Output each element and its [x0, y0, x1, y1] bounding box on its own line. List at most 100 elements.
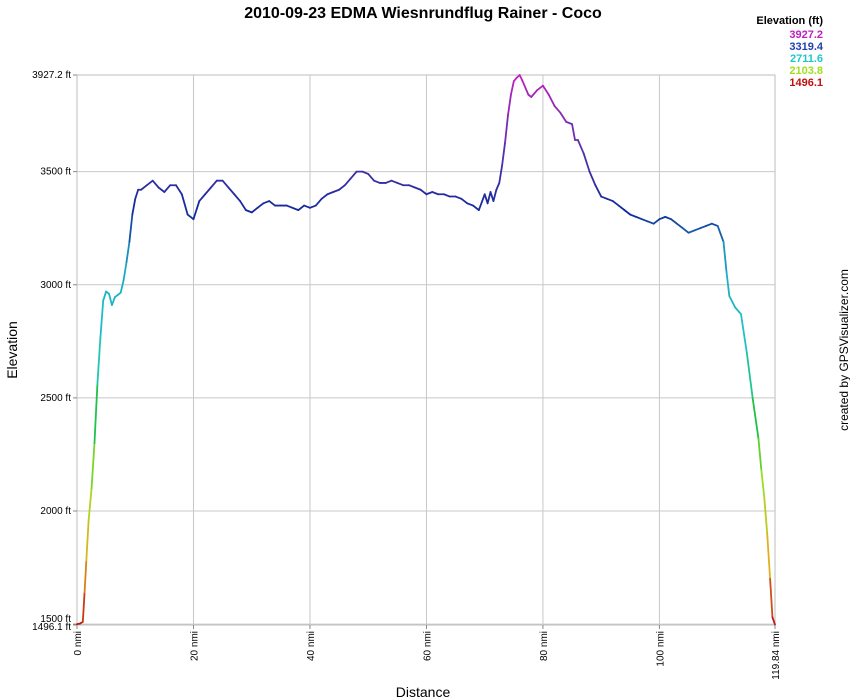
x-tick-label: 100 nmi — [655, 631, 666, 667]
elevation-segment — [326, 191, 335, 196]
legend-entry: 2711.6 — [790, 53, 823, 65]
grid-lines — [77, 75, 775, 625]
elevation-segment — [629, 213, 638, 218]
elevation-segment — [498, 163, 504, 184]
elevation-segment — [186, 213, 195, 221]
x-tick-label: 0 nmi — [73, 631, 84, 655]
elevation-segment — [90, 442, 96, 490]
elevation-segment — [495, 182, 501, 191]
elevation-segment — [769, 577, 774, 619]
elevation-segment — [559, 111, 568, 123]
elevation-segment — [623, 209, 632, 216]
legend-entry: 3319.4 — [789, 41, 824, 53]
elevation-segment — [99, 299, 105, 340]
y-tick-label: 3500 ft — [40, 167, 71, 178]
elevation-segment — [180, 193, 189, 216]
elevation-segment — [728, 295, 737, 309]
elevation-segment — [670, 218, 678, 225]
elevation-segment — [250, 206, 259, 214]
elevation-segment — [204, 186, 212, 196]
elevation-segment — [93, 383, 99, 445]
elevation-segment — [454, 195, 463, 200]
x-tick-label: 80 nmi — [539, 631, 550, 661]
elevation-segment — [547, 93, 556, 107]
elevation-segment — [510, 80, 515, 96]
elevation-segment — [83, 559, 88, 594]
elevation-segment — [140, 184, 148, 191]
elevation-segment — [757, 437, 763, 472]
elevation-segment — [373, 179, 381, 184]
elevation-segment — [734, 306, 742, 316]
elevation-segment — [268, 200, 276, 207]
elevation-segment — [81, 591, 86, 623]
elevation-segment — [658, 215, 667, 221]
y-axis-label: Elevation — [4, 321, 20, 379]
elevation-segment — [518, 74, 524, 83]
elevation-segment — [285, 204, 294, 209]
elevation-segment — [384, 179, 393, 184]
elevation-segment — [760, 469, 766, 499]
elevation-segment — [507, 93, 512, 116]
elevation-segment — [725, 270, 731, 297]
elevation-segment — [122, 261, 128, 282]
elevation-segment — [87, 487, 93, 521]
elevation-segment — [314, 197, 323, 207]
elevation-segment — [227, 186, 236, 196]
elevation-segment — [256, 202, 265, 209]
y-tick-label: 1496.1 ft — [32, 622, 71, 633]
elevation-segment — [477, 193, 486, 212]
elevation-line — [76, 74, 776, 626]
elevation-segment — [501, 141, 506, 166]
elevation-segment — [676, 222, 684, 230]
legend-title: Elevation (ft) — [756, 15, 823, 27]
elevation-segment — [163, 184, 172, 193]
elevation-segment — [419, 188, 428, 196]
elevation-segment — [635, 215, 643, 221]
elevation-segment — [693, 227, 702, 232]
elevation-segment — [553, 105, 562, 114]
legend-entry: 2103.8 — [789, 65, 823, 77]
credit-text: created by GPSVisualizer.com — [837, 269, 850, 431]
elevation-segment — [210, 179, 218, 189]
elevation-segment — [320, 193, 329, 200]
elevation-segment — [303, 204, 311, 209]
elevation-segment — [233, 193, 241, 202]
elevation-segment — [338, 184, 346, 191]
elevation-segment — [699, 225, 707, 230]
elevation-segment — [460, 197, 469, 205]
elevation-segment — [192, 200, 201, 221]
elevation-segment — [108, 292, 113, 307]
elevation-segment — [611, 200, 620, 207]
y-tick-label: 1500 ft — [40, 614, 71, 625]
elevation-segment — [262, 200, 271, 205]
elevation-segment — [504, 114, 509, 144]
elevation-segment — [664, 215, 672, 221]
elevation-segment — [771, 616, 776, 626]
elevation-segment — [565, 120, 573, 126]
elevation-segment — [390, 179, 399, 184]
elevation-segment — [131, 197, 137, 216]
elevation-segment — [367, 173, 375, 182]
elevation-segment — [646, 220, 655, 225]
elevation-segment — [297, 204, 306, 212]
elevation-segment — [745, 351, 754, 399]
elevation-segment — [536, 84, 544, 92]
y-tick-label: 2500 ft — [40, 393, 71, 404]
elevation-segment — [128, 213, 134, 243]
legend: Elevation (ft) 3927.23319.42711.62103.81… — [756, 15, 823, 89]
elevation-segment — [221, 179, 230, 189]
elevation-segment — [521, 80, 527, 89]
elevation-segment — [425, 191, 434, 196]
elevation-segment — [492, 188, 498, 202]
elevation-segment — [641, 218, 649, 223]
elevation-segment — [763, 496, 769, 535]
elevation-segment — [349, 170, 358, 180]
x-axis-ticks: 0 nmi 20 nmi 40 nmi 60 nmi 80 nmi 100 nmi 119.… — [73, 625, 782, 680]
y-tick-label: 2000 ft — [40, 506, 71, 517]
elevation-segment — [652, 218, 661, 225]
elevation-segment — [766, 532, 772, 580]
elevation-segment — [408, 184, 416, 189]
elevation-segment — [751, 396, 760, 440]
elevation-segment — [710, 222, 719, 227]
